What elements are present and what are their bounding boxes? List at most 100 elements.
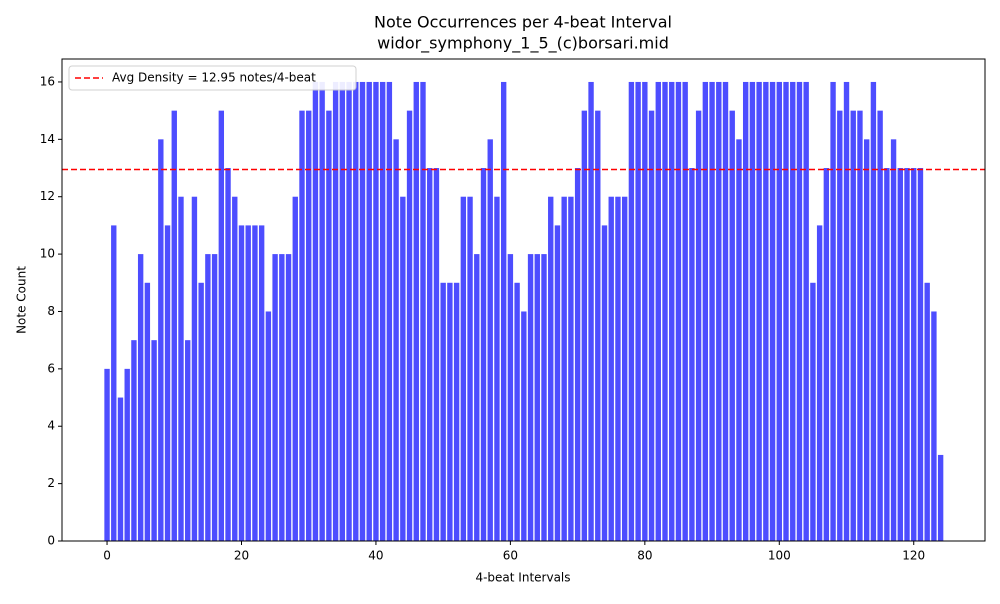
bar [716,81,722,541]
bar [568,196,574,541]
bar [480,168,487,541]
x-tick-label: 0 [103,549,111,563]
bar [406,110,413,542]
x-tick-label: 40 [368,549,383,563]
bar [265,311,272,541]
bar [252,225,258,541]
bar [621,196,628,541]
bar [487,139,493,542]
bar [863,139,870,542]
bar [897,168,903,541]
bar [440,282,446,541]
bar [521,311,527,541]
bar [749,81,756,541]
bar [601,225,608,541]
bar [353,81,359,541]
bar [379,81,386,541]
bar [191,196,198,541]
bar [285,254,292,541]
x-tick-label: 80 [637,549,652,563]
bar [689,168,695,541]
bar [796,81,803,541]
bar [272,254,278,541]
bar [877,110,883,542]
bar [574,168,581,541]
bar [474,254,480,541]
plot-frame [61,58,986,542]
bar [803,81,809,541]
x-tick-label: 120 [902,549,925,563]
bar [494,196,500,541]
bar [534,254,540,541]
bar [675,81,682,541]
y-tick-label: 16 [40,74,55,88]
bar [904,168,910,541]
bar [662,81,668,541]
bar [258,225,265,541]
x-tick-label: 100 [768,549,791,563]
legend-label: Avg Density = 12.95 notes/4-beat [112,71,316,85]
bar [884,168,890,541]
bar [769,81,776,541]
y-tick-label: 14 [40,132,55,146]
legend-box [68,65,357,91]
bar [433,168,440,541]
bar [541,254,547,541]
bar [158,139,164,542]
bar [393,139,399,542]
bar [137,254,144,541]
bar [299,110,305,542]
bar [823,168,830,541]
bar [816,225,823,541]
bar [756,81,762,541]
bar [245,225,251,541]
bar [507,254,514,541]
bar [810,282,816,541]
bar [171,110,177,542]
bar [386,81,393,541]
bar [682,81,688,541]
bar [608,196,614,541]
bar [931,311,937,541]
bar [890,139,897,542]
bar [655,81,661,541]
bar [359,81,366,541]
bar [695,110,702,542]
bar [306,110,312,542]
bar [776,81,782,541]
bar [561,196,567,541]
bar [117,397,124,541]
bar [642,81,648,541]
y-tick-label: 10 [40,247,55,261]
bar [736,139,742,542]
bar [709,81,715,541]
bar [729,110,735,542]
bar [635,81,641,541]
bar [211,254,218,541]
bar [218,110,225,542]
bar [648,110,655,542]
bar [111,225,117,541]
bar [742,81,749,541]
y-tick-label: 2 [47,476,55,490]
bar [339,81,346,541]
bar [332,81,339,541]
bar [554,225,561,541]
bar [514,282,520,541]
bar [346,81,352,541]
bar [937,454,944,541]
bar [420,81,426,541]
bar [312,81,319,541]
bar [124,368,130,541]
bar [144,282,151,541]
bar [790,81,796,541]
bar [857,110,863,542]
bar [319,81,325,541]
bar [232,196,238,541]
bar [460,196,467,541]
bar [843,81,850,541]
y-tick-label: 8 [47,304,55,318]
bar [500,81,507,541]
bar [783,81,789,541]
